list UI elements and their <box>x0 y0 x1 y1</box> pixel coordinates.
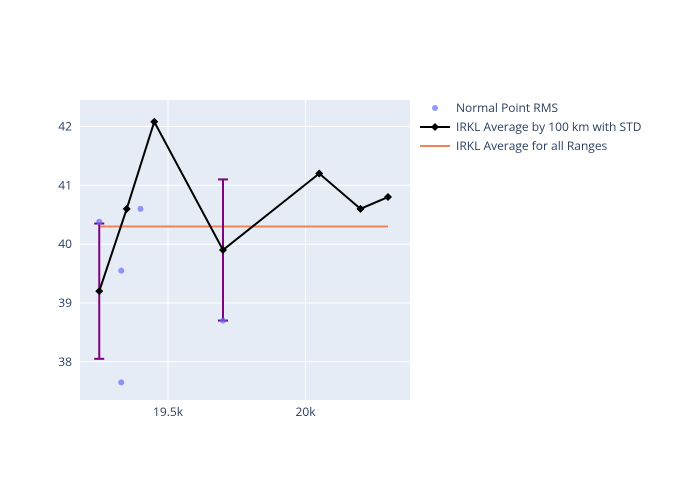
legend-label: IRKL Average by 100 km with STD <box>456 118 641 135</box>
plot-area <box>80 100 410 400</box>
x-tick-label: 19.5k <box>153 403 184 420</box>
series-rms-marker <box>96 219 102 225</box>
legend-swatch-rms <box>432 105 438 111</box>
series-rms-marker <box>118 268 124 274</box>
y-tick-label: 42 <box>58 117 72 134</box>
legend-swatch-avg-marker <box>431 123 439 131</box>
series-rms-marker <box>138 206 144 212</box>
legend-label: Normal Point RMS <box>456 99 558 116</box>
series-rms-marker <box>220 318 226 324</box>
legend-item[interactable]: IRKL Average by 100 km with STD <box>420 118 641 135</box>
chart: 19.5k 20k 38 39 40 41 42 Normal Point RMS IRKL A… <box>0 0 700 500</box>
legend-item[interactable]: Normal Point RMS <box>432 99 558 116</box>
legend-label: IRKL Average for all Ranges <box>456 137 608 154</box>
x-tick-label: 20k <box>295 403 316 420</box>
y-tick-label: 40 <box>58 235 72 252</box>
legend-item[interactable]: IRKL Average for all Ranges <box>420 137 608 154</box>
y-tick-label: 38 <box>58 353 72 370</box>
y-tick-label: 41 <box>58 176 72 193</box>
y-tick-label: 39 <box>58 294 72 311</box>
series-rms-marker <box>118 379 124 385</box>
